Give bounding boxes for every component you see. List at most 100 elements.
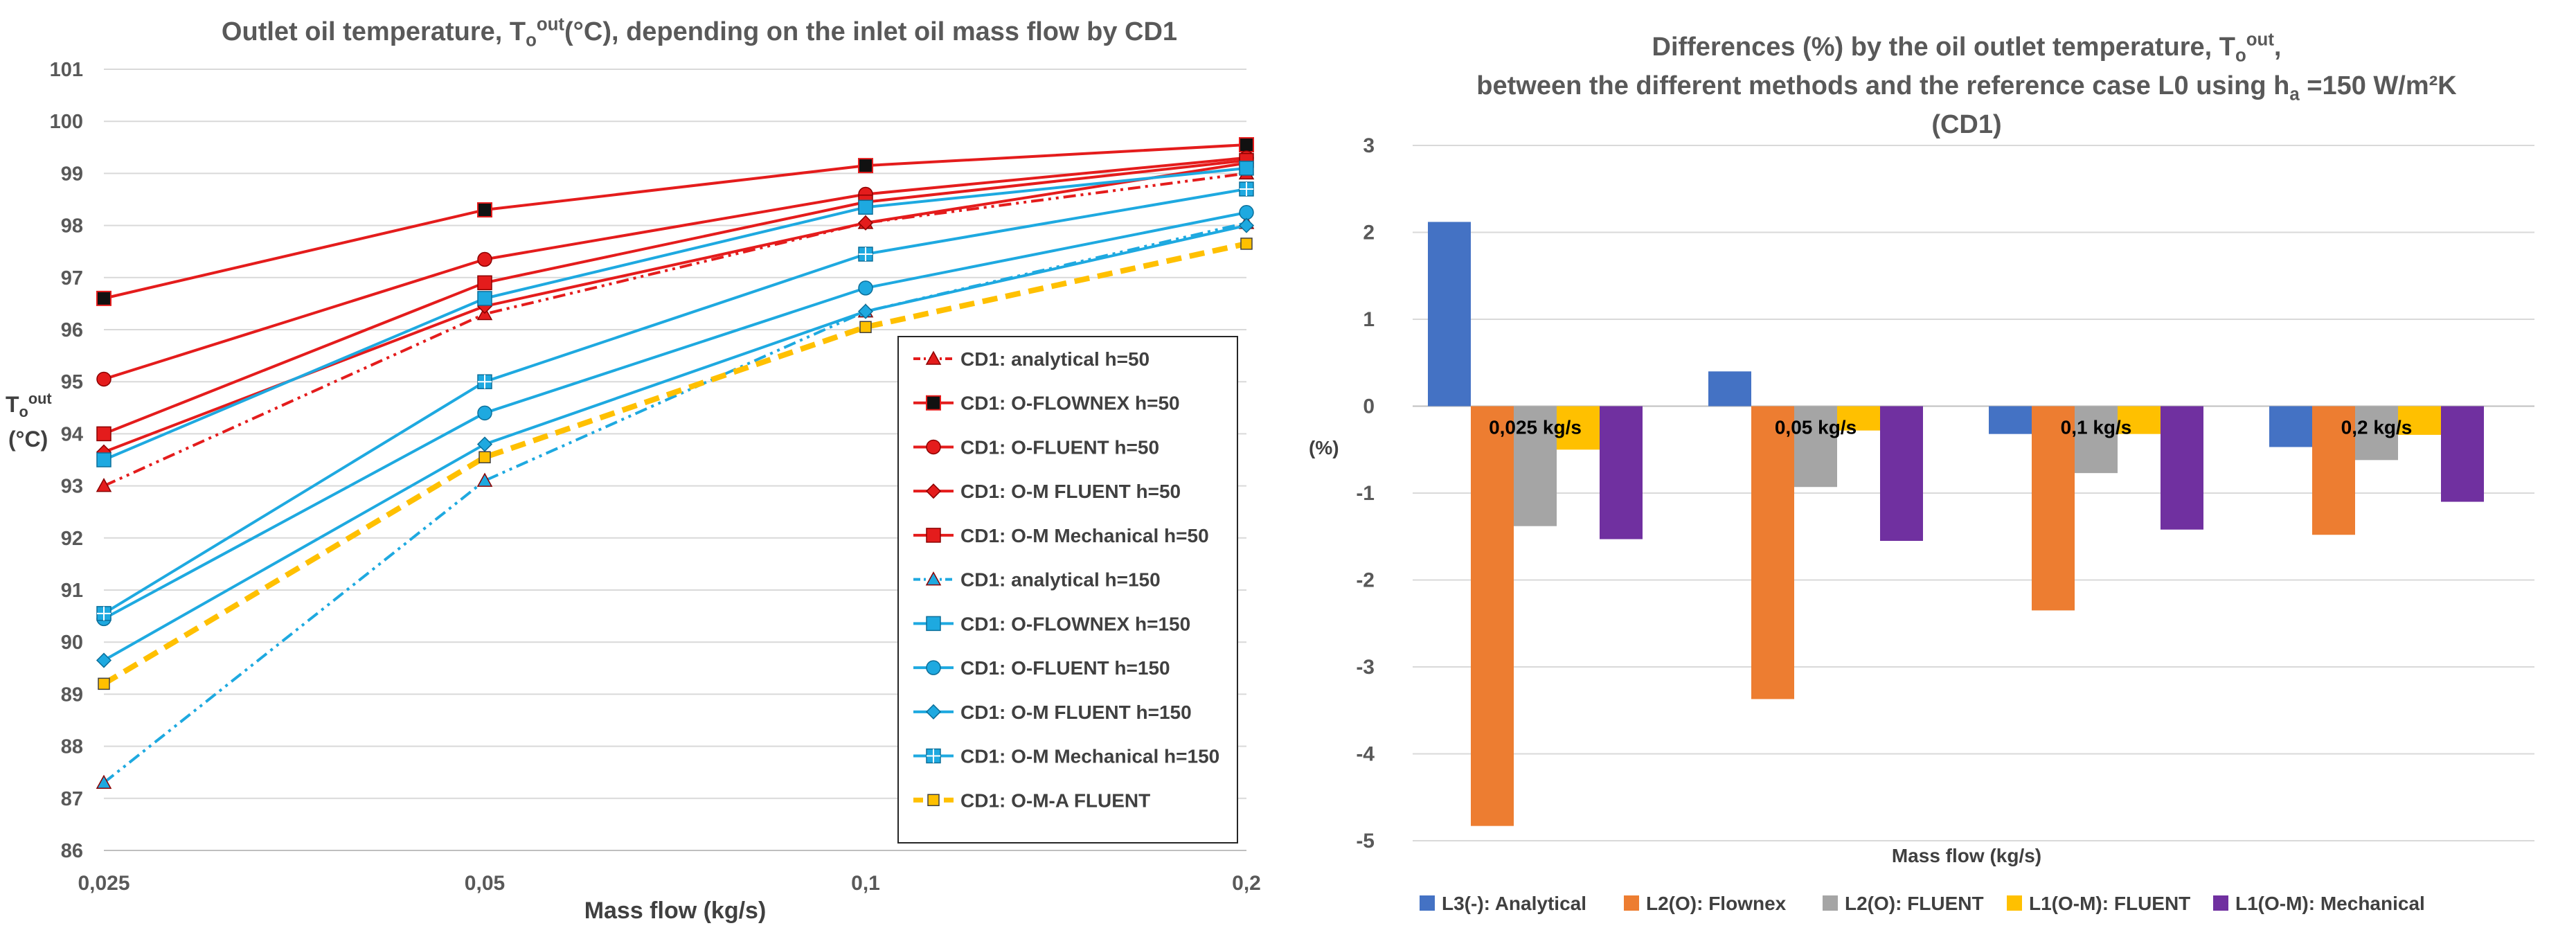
data-point <box>1239 161 1254 176</box>
y-tick-label: -2 <box>1356 569 1375 592</box>
legend-label: L1(O-M): FLUENT <box>2029 893 2190 914</box>
data-point-shape <box>478 451 491 463</box>
data-point <box>858 158 873 174</box>
bar <box>2075 406 2118 474</box>
y-tick-label: 93 <box>61 476 83 498</box>
data-point-shape <box>858 199 873 215</box>
data-point-shape <box>477 405 492 421</box>
series-line <box>103 172 1247 488</box>
legend-label: CD1: analytical h=50 <box>960 348 1150 370</box>
data-point-shape <box>1240 238 1253 250</box>
legend-swatch-marker <box>926 748 941 764</box>
bar <box>1751 406 1794 699</box>
data-point-shape <box>96 371 111 387</box>
data-point <box>96 290 111 306</box>
legend-swatch-marker <box>925 571 942 586</box>
category-label: 0,1 kg/s <box>2061 417 2132 438</box>
legend-label: CD1: O-FLUENT h=150 <box>960 657 1170 679</box>
legend-swatch-marker-shape <box>925 571 942 586</box>
data-point-shape <box>96 478 112 492</box>
line-chart: Outlet oil temperature, Toout(°C), depen… <box>6 15 1261 924</box>
legend-label: CD1: O-M FLUENT h=150 <box>960 702 1192 723</box>
legend-label: L2(O): FLUENT <box>1845 893 1984 914</box>
legend-swatch <box>2213 895 2228 911</box>
y-tick-label: 96 <box>61 319 83 341</box>
y-tick-label: -4 <box>1356 743 1375 766</box>
bar <box>2441 406 2484 502</box>
bar-chart: Differences (%) by the oil outlet temper… <box>1309 30 2534 914</box>
data-point-shape <box>1239 205 1254 220</box>
chart-title-line: (CD1) <box>1931 110 2001 139</box>
legend-swatch-marker-shape <box>926 395 941 411</box>
x-tick-label: 0,1 <box>851 872 880 895</box>
legend-label: CD1: O-FLOWNEX h=50 <box>960 393 1180 414</box>
data-point-shape <box>858 280 873 296</box>
bar <box>1989 406 2032 434</box>
y-tick-label: -3 <box>1356 656 1375 679</box>
y-tick-label: 91 <box>61 580 83 602</box>
bar <box>2355 406 2398 461</box>
data-point-shape <box>476 436 493 452</box>
series-line <box>103 159 1247 436</box>
data-point-shape <box>857 303 874 319</box>
data-point-shape <box>96 452 111 467</box>
chart-title-line: Differences (%) by the oil outlet temper… <box>1652 30 2282 66</box>
legend-label: CD1: analytical h=150 <box>960 569 1161 591</box>
x-axis-label: Mass flow (kg/s) <box>584 898 767 924</box>
legend-label: L1(O-M): Mechanical <box>2235 893 2425 914</box>
data-point <box>96 606 111 621</box>
legend-swatch-marker <box>925 704 942 720</box>
y-tick-label: 90 <box>61 632 83 654</box>
data-point-shape <box>1239 161 1254 176</box>
bar <box>2161 406 2203 530</box>
data-point-shape <box>96 774 112 789</box>
data-point-shape <box>859 321 872 333</box>
legend-swatch-marker-shape <box>926 616 941 632</box>
data-point <box>96 478 112 492</box>
category-label: 0,05 kg/s <box>1775 417 1857 438</box>
data-point-shape <box>858 158 873 174</box>
y-tick-label: 98 <box>61 215 83 238</box>
data-point-shape <box>857 215 874 231</box>
y-tick-label: 2 <box>1363 222 1375 244</box>
legend-swatch <box>2007 895 2022 911</box>
y-tick-label: -5 <box>1356 830 1375 853</box>
legend-swatch-marker-shape <box>926 660 941 675</box>
bar <box>1471 406 1514 826</box>
data-point <box>96 774 112 789</box>
data-point <box>859 321 872 333</box>
data-point <box>477 202 492 218</box>
y-tick-label: 95 <box>61 371 83 393</box>
bar <box>1600 406 1643 539</box>
data-point <box>858 280 873 296</box>
data-point <box>476 436 493 452</box>
data-point-shape <box>477 275 492 291</box>
data-point <box>858 199 873 215</box>
x-tick-label: 0,025 <box>78 872 129 895</box>
data-point-shape <box>477 291 492 306</box>
series-line <box>103 156 1247 381</box>
legend-swatch-marker-shape <box>925 483 942 499</box>
data-point-shape <box>476 472 493 487</box>
data-point <box>1240 238 1253 250</box>
legend-label: L2(O): Flownex <box>1646 893 1787 914</box>
y-tick-label: -1 <box>1356 482 1375 505</box>
bar <box>1837 406 1880 431</box>
bar <box>2032 406 2075 611</box>
series-line <box>102 187 1247 615</box>
data-point-shape <box>1238 217 1255 233</box>
category-label: 0,025 kg/s <box>1489 417 1582 438</box>
category-label: 0,2 kg/s <box>2341 417 2413 438</box>
data-point-shape <box>477 202 492 218</box>
data-point <box>98 677 110 690</box>
bar <box>1428 222 1471 407</box>
data-point <box>477 251 492 267</box>
x-tick-label: 0,05 <box>465 872 505 895</box>
bar <box>1514 406 1557 526</box>
legend-label: CD1: O-M Mechanical h=150 <box>960 746 1219 767</box>
data-point <box>1239 181 1254 197</box>
legend-swatch-marker <box>926 660 941 675</box>
y-tick-label: 99 <box>61 163 83 185</box>
y-axis-label: (%) <box>1309 437 1339 458</box>
